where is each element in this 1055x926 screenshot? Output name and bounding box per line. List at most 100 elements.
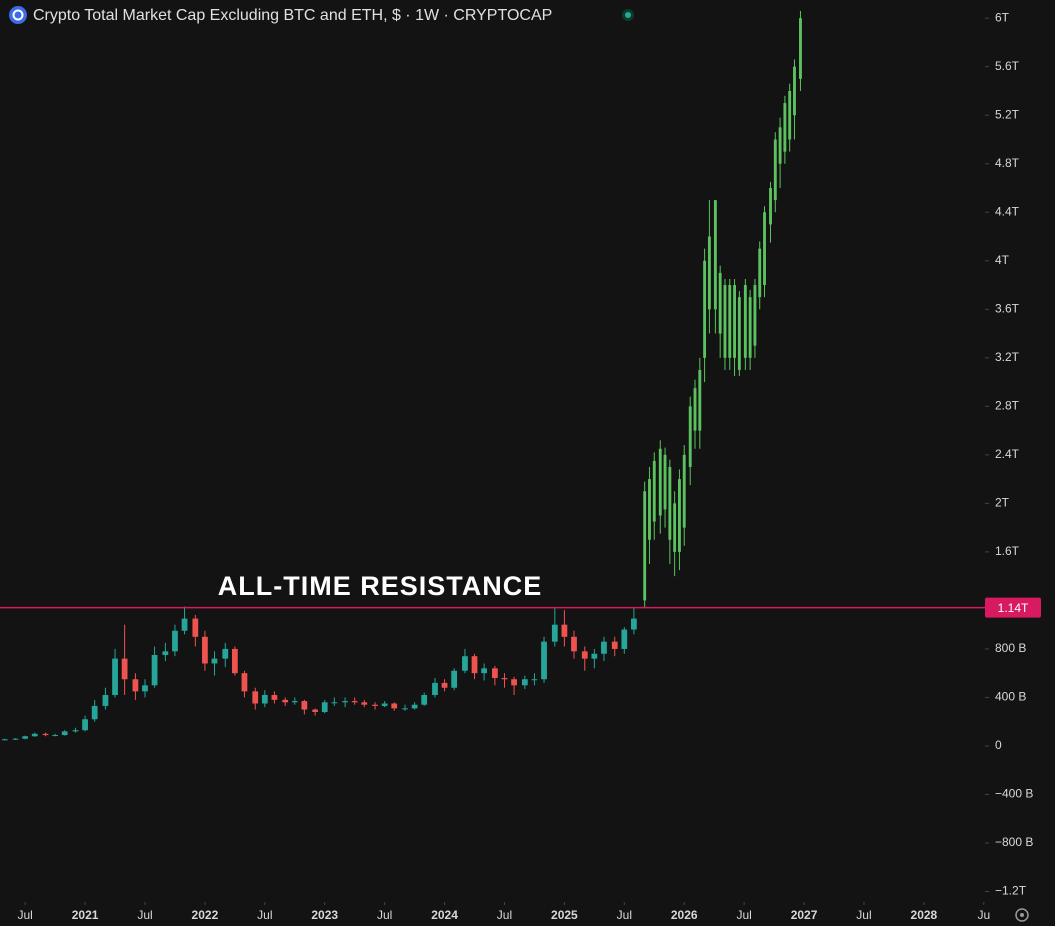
- candle-body: [372, 704, 378, 706]
- x-tick-label: 2021: [72, 908, 99, 922]
- candle-body: [677, 479, 681, 552]
- x-tick-label: Jul: [377, 908, 392, 922]
- candle-body: [52, 735, 58, 737]
- candle-body: [282, 699, 289, 703]
- symbol-icon: [9, 6, 27, 24]
- candle-body: [421, 695, 428, 705]
- candle-body: [132, 679, 139, 692]
- candle-body: [733, 285, 736, 358]
- candle-body: [172, 630, 178, 652]
- candle-body: [192, 618, 199, 637]
- y-tick-label: 5.2T: [995, 107, 1020, 121]
- candle-body: [241, 673, 248, 692]
- candle-body: [688, 406, 692, 467]
- candle-body: [799, 18, 802, 79]
- candle-body: [441, 682, 448, 688]
- y-tick-label: 2.4T: [995, 447, 1020, 461]
- candle-body: [601, 641, 607, 654]
- candle-body: [652, 460, 656, 522]
- candle-body: [402, 708, 408, 710]
- candle-body: [788, 90, 792, 140]
- symbol-icon-mark: [12, 9, 24, 21]
- candle-body: [769, 188, 772, 225]
- candle-body: [351, 701, 358, 703]
- resistance-label: 1.14T: [998, 601, 1029, 615]
- candle-body: [151, 654, 158, 686]
- candle-body: [42, 733, 49, 736]
- y-tick-label: 800 B: [995, 641, 1026, 655]
- candle-body: [432, 682, 438, 696]
- candle-body: [511, 679, 517, 686]
- candle-body: [231, 648, 238, 674]
- candle-body: [31, 733, 38, 737]
- candle-body: [521, 679, 528, 686]
- candle-body: [261, 695, 268, 704]
- candle-body: [658, 448, 662, 516]
- y-tick-label: 400 B: [995, 690, 1026, 704]
- candle-body: [162, 651, 169, 655]
- candle-body: [793, 66, 796, 116]
- candle-body: [252, 691, 259, 704]
- settings-button[interactable]: [1015, 908, 1029, 922]
- candle-body: [142, 685, 148, 692]
- candle-body: [531, 679, 538, 681]
- x-tick-label: Jul: [257, 908, 272, 922]
- x-tick-label: 2028: [911, 908, 938, 922]
- x-tick-label: Ju: [977, 908, 990, 922]
- candle-body: [723, 285, 727, 358]
- candle-body: [22, 736, 29, 739]
- candle-body: [61, 731, 68, 736]
- y-tick-label: 3.2T: [995, 350, 1020, 364]
- candle-body: [411, 704, 418, 709]
- candle-body: [381, 703, 388, 706]
- candle-body: [693, 388, 697, 431]
- candle-body: [102, 695, 109, 706]
- candle-body: [121, 658, 128, 680]
- candle-body: [778, 127, 782, 164]
- candle-body: [301, 701, 308, 710]
- candle-body: [728, 285, 732, 358]
- x-tick-label: 2027: [791, 908, 818, 922]
- x-tick-label: Jul: [856, 908, 871, 922]
- candle-body: [91, 705, 98, 720]
- candle-body: [12, 738, 19, 740]
- candle-body: [82, 719, 88, 731]
- y-tick-label: −400 B: [995, 787, 1033, 801]
- candle-body: [673, 503, 677, 552]
- y-tick-label: 4.8T: [995, 156, 1020, 170]
- y-tick-label: 4.4T: [995, 204, 1020, 218]
- candle-body: [1, 739, 8, 741]
- candle-body: [72, 730, 79, 732]
- candle-body: [271, 695, 278, 700]
- x-tick-label: Jul: [17, 908, 32, 922]
- x-tick-label: 2022: [192, 908, 219, 922]
- candle-body: [462, 656, 468, 671]
- candle-body: [321, 702, 328, 712]
- candle-body: [181, 618, 188, 631]
- candle-body: [451, 670, 458, 688]
- candle-body: [492, 668, 498, 679]
- candle-body: [471, 656, 478, 674]
- y-tick-label: 1.6T: [995, 544, 1020, 558]
- x-tick-label: 2023: [311, 908, 338, 922]
- status-dot[interactable]: [625, 12, 631, 18]
- candle-body: [758, 248, 762, 298]
- candle-body: [703, 260, 707, 358]
- candle-body: [748, 297, 752, 358]
- candle-body: [331, 702, 338, 704]
- candle-body: [668, 466, 672, 540]
- y-tick-label: 3.6T: [995, 301, 1020, 315]
- x-tick-label: 2026: [671, 908, 698, 922]
- candle-body: [698, 369, 702, 431]
- candle-body: [561, 624, 568, 637]
- settings-button-center[interactable]: [1020, 913, 1024, 917]
- y-tick-label: −800 B: [995, 835, 1033, 849]
- x-tick-label: Jul: [736, 908, 751, 922]
- candle-body: [501, 678, 508, 680]
- candle-body: [391, 703, 398, 709]
- candle-body: [571, 636, 577, 652]
- candle-body: [481, 668, 487, 674]
- candle-body: [541, 641, 547, 680]
